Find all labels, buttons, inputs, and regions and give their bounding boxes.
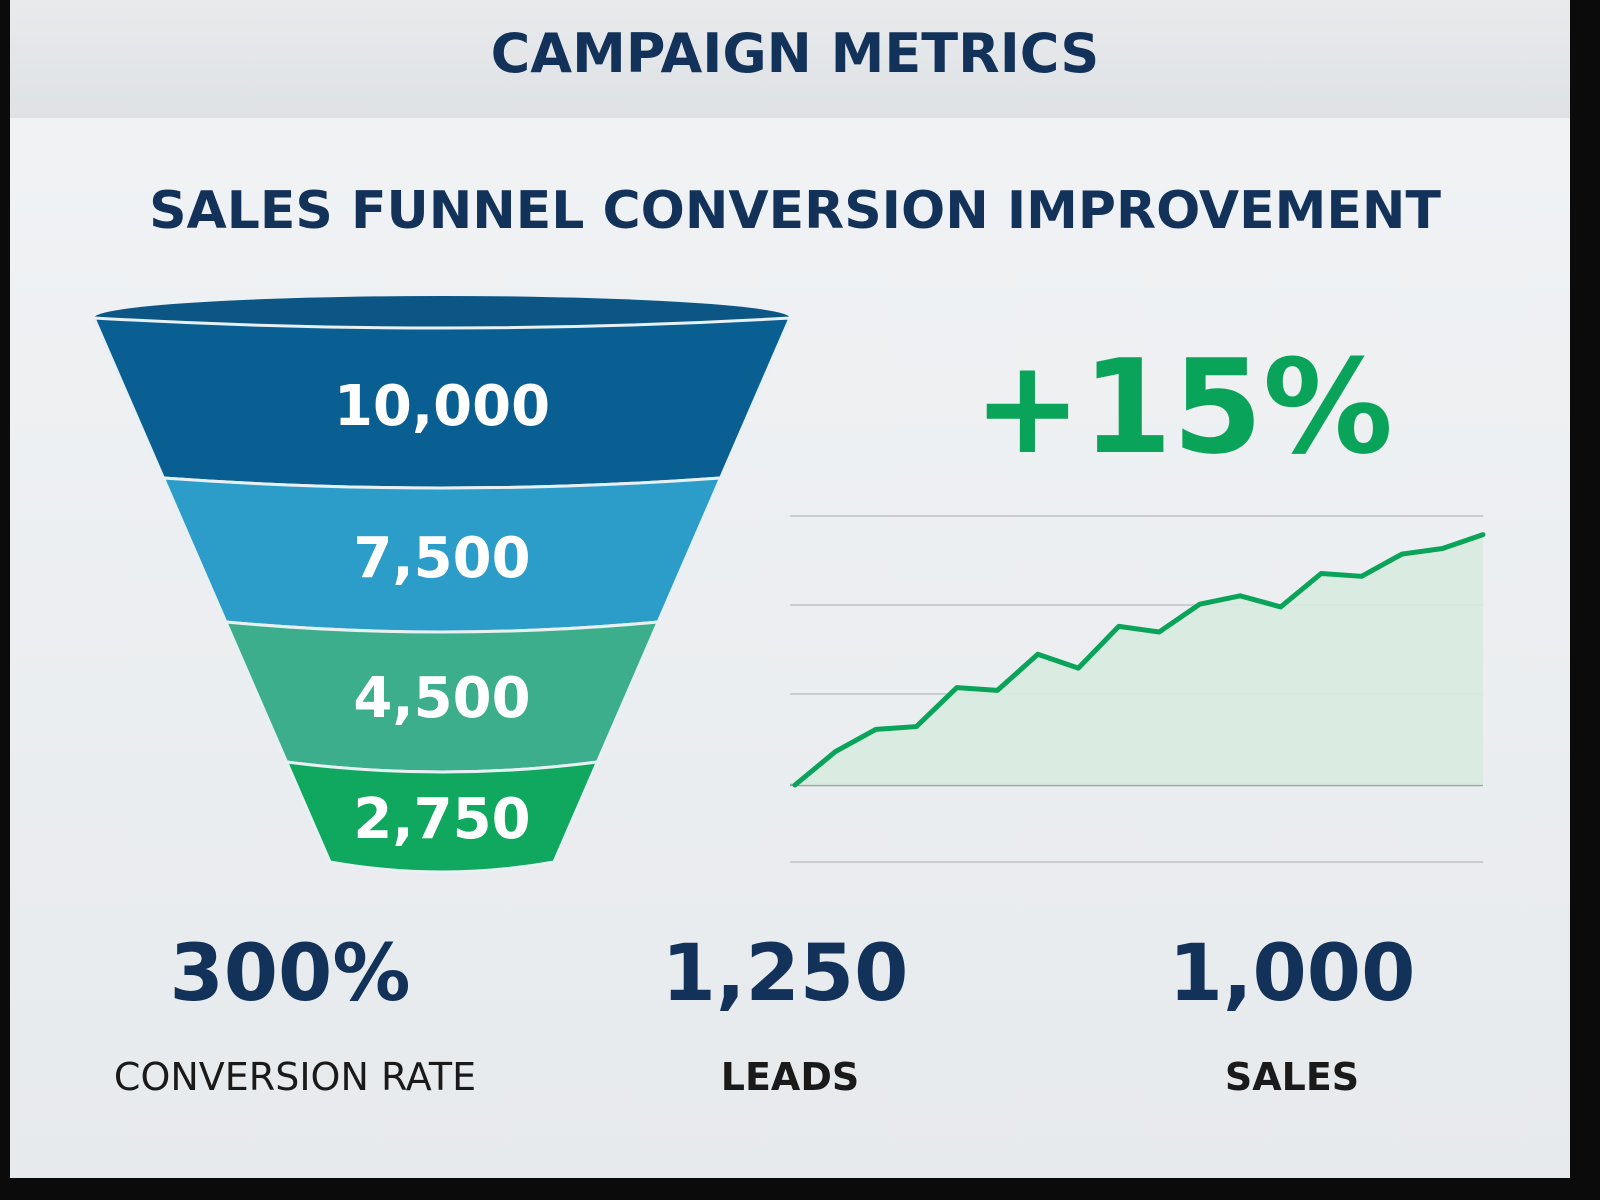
funnel-stage-3-label: 4,500 (353, 666, 530, 731)
trend-line (792, 532, 1486, 788)
funnel-stage-4 (284, 760, 600, 874)
header-title: CAMPAIGN METRICS (491, 22, 1100, 85)
kpi-conversion-label: CONVERSION RATE (114, 1055, 476, 1099)
kpi-leads-value: 1,250 (662, 929, 909, 1019)
funnel-stage-1-label: 10,000 (334, 374, 550, 439)
chart-subtitle: SALES FUNNEL CONVERSION IMPROVEMENT (149, 181, 1441, 241)
kpi-conversion-value: 300% (170, 929, 411, 1019)
kpi-sales-value: 1,000 (1169, 929, 1416, 1019)
trend-area (795, 534, 1483, 785)
kpi-leads: 1,250 LEADS (662, 929, 909, 1099)
kpi-conversion: 300% CONVERSION RATE (114, 929, 476, 1099)
kpi-leads-label: LEADS (721, 1055, 860, 1099)
kpi-sales-label: SALES (1225, 1055, 1359, 1099)
funnel-stage-4-label: 2,750 (353, 787, 530, 852)
header-band (10, 0, 1570, 118)
growth-label: +15% (973, 331, 1393, 483)
bottom-border (0, 1178, 1600, 1200)
funnel-stage-2-label: 7,500 (353, 526, 530, 591)
kpi-sales: 1,000 SALES (1169, 929, 1416, 1099)
trend-chart (790, 515, 1486, 863)
funnel-chart: 10,000 7,500 4,500 2,750 (91, 296, 793, 874)
